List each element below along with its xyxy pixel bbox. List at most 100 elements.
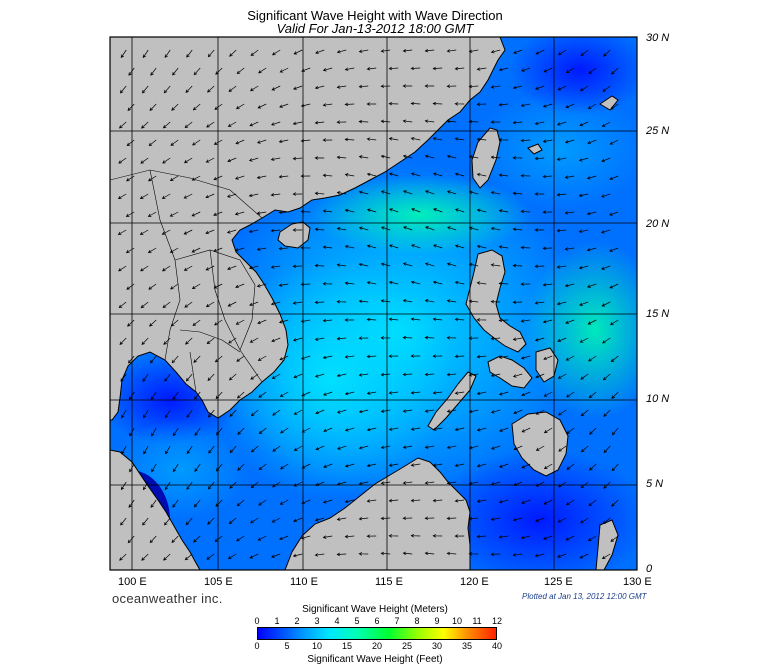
direction-arrow [587,103,597,109]
direction-arrow [165,409,171,419]
direction-arrow [587,139,597,145]
direction-arrow [410,101,421,106]
direction-arrow [468,49,479,53]
direction-arrow [432,137,443,141]
direction-arrow [237,463,245,471]
direction-arrow [322,281,333,286]
direction-arrow [454,427,465,432]
direction-arrow [543,67,553,73]
direction-arrow [610,355,619,363]
direction-arrow [366,354,377,359]
direction-arrow [468,552,479,556]
direction-arrow [499,463,509,468]
direction-arrow [557,517,567,523]
direction-arrow [490,481,501,486]
direction-arrow [490,263,501,267]
direction-arrow [271,49,281,56]
direction-arrow [534,264,545,269]
direction-arrow [140,157,149,164]
direction-arrow [250,481,259,489]
direction-arrow [344,355,355,359]
direction-arrow [148,283,157,290]
direction-arrow [580,517,589,524]
direction-arrow [250,49,259,56]
direction-arrow [542,319,553,324]
direction-arrow [543,499,553,505]
direction-arrow [425,226,435,231]
direction-arrow [490,191,501,195]
direction-arrow [344,102,355,107]
direction-arrow [125,247,135,254]
direction-arrow [205,265,215,271]
direction-arrow [454,354,465,359]
direction-arrow [566,391,575,398]
direction-arrow [229,409,237,418]
colorbar [257,627,497,640]
direction-arrow [512,517,523,522]
direction-arrow [578,157,589,162]
direction-arrow [322,318,333,323]
direction-arrow [389,244,399,249]
direction-arrow [191,247,201,253]
direction-arrow [410,354,421,358]
direction-arrow [235,139,245,145]
direction-arrow [278,175,289,179]
direction-arrow [454,172,465,177]
direction-arrow [257,355,267,361]
direction-arrow [183,193,193,199]
direction-arrow [148,139,157,147]
direction-arrow [521,67,531,72]
direction-arrow [454,66,465,71]
direction-arrow [272,445,281,452]
direction-arrow [336,336,347,341]
direction-arrow [150,391,157,401]
direction-arrow [579,337,589,343]
direction-arrow [279,355,289,361]
direction-arrow [151,427,157,437]
direction-arrow [314,156,325,160]
direction-arrow [227,301,237,307]
direction-arrow [206,121,215,128]
plotted-timestamp: Plotted at Jan 13, 2012 12:00 GMT [522,592,647,601]
direction-arrow [388,137,399,141]
direction-arrow [163,337,171,345]
direction-arrow [535,517,545,522]
direction-arrow [279,103,289,108]
direction-arrow [271,337,281,343]
direction-arrow [454,102,465,106]
direction-arrow [227,157,237,163]
direction-arrow [161,229,171,235]
direction-arrow [128,67,135,76]
direction-arrow [172,391,179,400]
direction-arrow [126,175,135,182]
direction-arrow [498,391,509,396]
direction-arrow [344,499,355,504]
direction-arrow [172,499,179,508]
direction-arrow [293,517,303,522]
direction-arrow [542,103,553,108]
direction-arrow [446,551,457,556]
direction-arrow [432,172,443,177]
direction-arrow [609,139,619,145]
colorbar-meters-tick: 0 [254,616,260,626]
direction-arrow [142,373,149,382]
direction-arrow [366,102,377,106]
direction-arrow [121,409,127,419]
direction-arrow [236,355,245,362]
direction-arrow [609,283,619,289]
direction-arrow [476,244,487,249]
direction-arrow [214,535,223,543]
direction-arrow [278,319,289,324]
direction-arrow [184,553,193,561]
direction-arrow [380,445,391,450]
direction-arrow [557,373,567,379]
direction-arrow [388,101,399,106]
direction-arrow [236,67,245,75]
direction-arrow [344,281,355,285]
direction-arrow [185,337,193,345]
direction-arrow [323,391,333,396]
direction-arrow [185,85,193,94]
direction-arrow [432,463,443,467]
direction-arrow [588,391,597,399]
direction-arrow [336,373,347,378]
